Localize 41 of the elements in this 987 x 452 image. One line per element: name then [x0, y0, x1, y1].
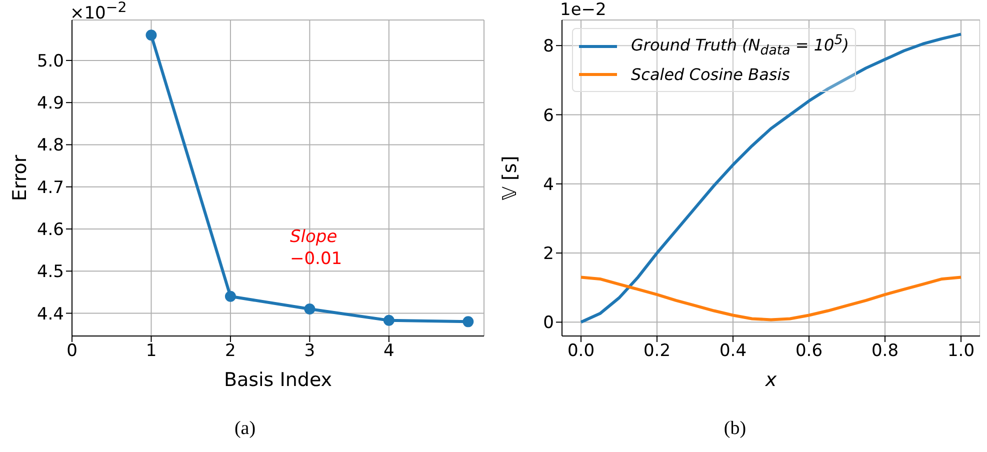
x-tick-label: 0.8: [871, 341, 899, 362]
point: [146, 30, 157, 41]
y-tick-label: 8: [543, 36, 554, 57]
x-axis-title: Basis Index: [224, 369, 332, 391]
text: (b): [722, 418, 748, 440]
annotation: Slope −0.01: [290, 226, 342, 270]
x-tick-label: 1: [146, 341, 157, 362]
x-tick-label: 0.4: [719, 341, 747, 362]
y-tick-label: 0: [543, 313, 554, 334]
y-axis-title: 𝕍 [s]: [499, 156, 521, 200]
x-tick-label: 0.6: [795, 341, 823, 362]
x-tick-label: 0: [66, 341, 78, 362]
y-tick-label: 4.4: [36, 304, 64, 324]
x-tick-label: 4: [384, 341, 394, 362]
x-axis-title: x: [764, 369, 778, 391]
y-tick-label: 4.7: [36, 178, 64, 198]
legend-label: Scaled Cosine Basis: [631, 64, 790, 84]
y-tick-label: 4.6: [36, 220, 64, 240]
legend-label: Ground Truth (N$_{data}$ = 10$^{5}$): [631, 33, 849, 59]
annotation: 1e−2: [560, 0, 606, 20]
point: [224, 290, 236, 302]
point: [462, 316, 474, 328]
text: (a): [233, 418, 257, 440]
y-tick-label: 4.9: [36, 94, 64, 114]
x-tick-label: 0.0: [567, 341, 595, 362]
line-series: [580, 276, 962, 322]
x-tick-label: 2: [225, 341, 236, 362]
y-tick-label: 6: [543, 106, 554, 126]
x-tick-label: 0.2: [643, 341, 671, 362]
point: [383, 314, 394, 326]
y-tick-label: 2: [543, 244, 554, 264]
annotation: ×10$^{−2}$: [70, 0, 127, 24]
line-series: [580, 32, 962, 324]
y-tick-label: 4: [543, 174, 554, 195]
x-tick-label: 3: [304, 341, 316, 362]
x-tick-label: 1.0: [947, 341, 975, 362]
y-axis-title: Error: [9, 154, 31, 202]
y-tick-label: 4.8: [36, 136, 64, 156]
y-tick-label: 4.5: [36, 262, 64, 282]
y-tick-label: 5.0: [36, 51, 64, 72]
point: [304, 304, 316, 315]
